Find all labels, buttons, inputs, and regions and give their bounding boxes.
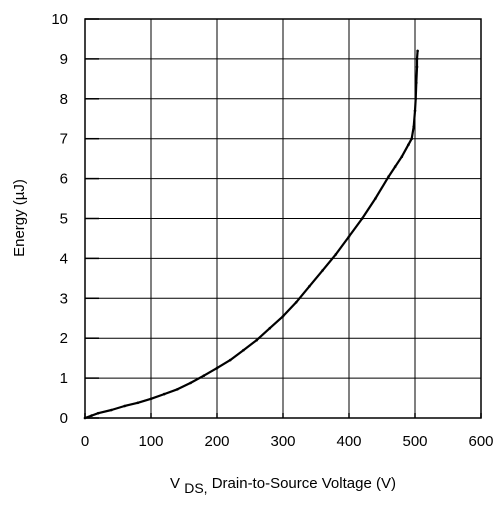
data-point (412, 125, 415, 128)
x-tick-label: 0 (81, 433, 89, 450)
y-tick-label: 9 (60, 51, 68, 68)
energy-curve-points (84, 50, 419, 420)
y-tick-label: 10 (51, 11, 68, 28)
y-axis-title: Energy (µJ) (11, 179, 28, 257)
data-point (415, 82, 418, 85)
x-tick-label: 200 (204, 433, 229, 450)
data-point (374, 197, 377, 200)
x-tick-label: 100 (138, 433, 163, 450)
data-point (348, 235, 351, 238)
data-point (387, 175, 390, 178)
data-point (414, 110, 417, 113)
grid-lines (85, 19, 481, 418)
data-point (416, 50, 419, 53)
x-tick-label: 300 (270, 433, 295, 450)
data-point (242, 349, 245, 352)
data-point (394, 165, 397, 168)
y-axis-tick-labels: 0 1 2 3 4 5 6 7 8 9 10 (51, 11, 68, 427)
y-tick-label: 0 (60, 410, 68, 427)
data-point (335, 253, 338, 256)
y-tick-label: 3 (60, 290, 68, 307)
data-point (176, 388, 179, 391)
data-point (401, 155, 404, 158)
y-tick-label: 7 (60, 131, 68, 148)
data-point (414, 98, 417, 101)
x-tick-label: 400 (336, 433, 361, 450)
data-point (163, 393, 166, 396)
x-tick-label: 500 (402, 433, 427, 450)
y-tick-label: 5 (60, 211, 68, 228)
y-tick-label: 4 (60, 250, 68, 267)
data-point (269, 327, 272, 330)
data-point (282, 315, 285, 318)
data-point (410, 137, 413, 140)
data-point (84, 417, 87, 420)
y-tick-label: 6 (60, 171, 68, 188)
x-axis-title-subscript: DS, (184, 480, 207, 496)
x-axis-tick-labels: 0 100 200 300 400 500 600 (81, 433, 494, 450)
data-point (123, 405, 126, 408)
data-point (308, 285, 311, 288)
y-tick-label: 1 (60, 370, 68, 387)
energy-curve (85, 51, 418, 418)
data-point (150, 398, 153, 401)
x-tick-label: 600 (468, 433, 493, 450)
data-point (361, 217, 364, 220)
y-tick-label: 2 (60, 330, 68, 347)
data-point (216, 367, 219, 370)
data-point (97, 412, 100, 415)
data-point (189, 382, 192, 385)
data-point (416, 58, 419, 61)
data-point (90, 414, 93, 417)
data-point (321, 269, 324, 272)
data-point (255, 339, 258, 342)
y-tick-label: 8 (60, 91, 68, 108)
x-axis-title-main: V (170, 475, 180, 492)
x-axis-title: V DS, Drain-to-Source Voltage (V) (170, 475, 396, 497)
data-point (229, 359, 232, 362)
data-point (416, 66, 419, 69)
data-point (407, 143, 410, 146)
data-point (137, 402, 140, 405)
data-point (203, 374, 206, 377)
data-point (295, 301, 298, 304)
x-axis-title-rest: Drain-to-Source Voltage (V) (212, 475, 396, 492)
data-point (110, 409, 113, 412)
